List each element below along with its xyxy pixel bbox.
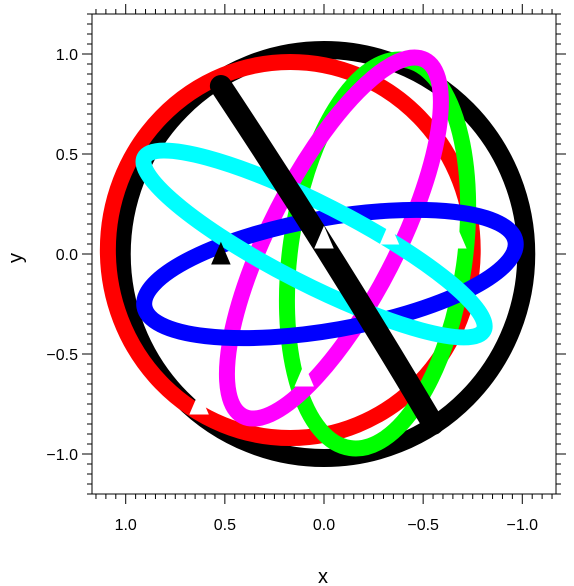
series-4-curve	[136, 201, 524, 347]
x-tick-label: 0.5	[214, 517, 236, 534]
direction-arrow-2	[379, 221, 400, 245]
axes: 1.0 0.5 0.0 −0.5 −1.0 1.0 0.5 0.0 −0.5 −1.0	[46, 4, 566, 534]
x-tick-label: −1.0	[506, 517, 538, 534]
y-tick-label: 0.5	[56, 147, 78, 164]
series-5-curve	[135, 142, 493, 346]
direction-arrow-5	[189, 391, 209, 415]
direction-arrows	[189, 221, 467, 415]
y-axis-label: y	[5, 253, 27, 263]
y-tick-label: 1.0	[56, 47, 78, 64]
series-3-curve	[218, 49, 449, 427]
plot-area: 1.0 0.5 0.0 −0.5 −1.0 1.0 0.5 0.0 −0.5 −1.0	[46, 4, 566, 534]
series-6-arc	[209, 75, 445, 435]
y-tick-label: 0.0	[56, 247, 78, 264]
series-0-curve	[112, 41, 536, 467]
x-tick-label: 0.0	[313, 517, 335, 534]
y-tick-label: −0.5	[46, 347, 78, 364]
curves	[99, 41, 536, 467]
x-tick-label: 1.0	[115, 517, 137, 534]
x-tick-label: −0.5	[407, 517, 439, 534]
direction-arrow-3	[447, 225, 467, 249]
direction-arrow-0	[211, 241, 231, 265]
direction-arrow-4	[294, 363, 314, 387]
x-axis-label: x	[318, 566, 328, 586]
y-tick-label: −1.0	[46, 447, 78, 464]
direction-arrow-1	[314, 225, 334, 249]
